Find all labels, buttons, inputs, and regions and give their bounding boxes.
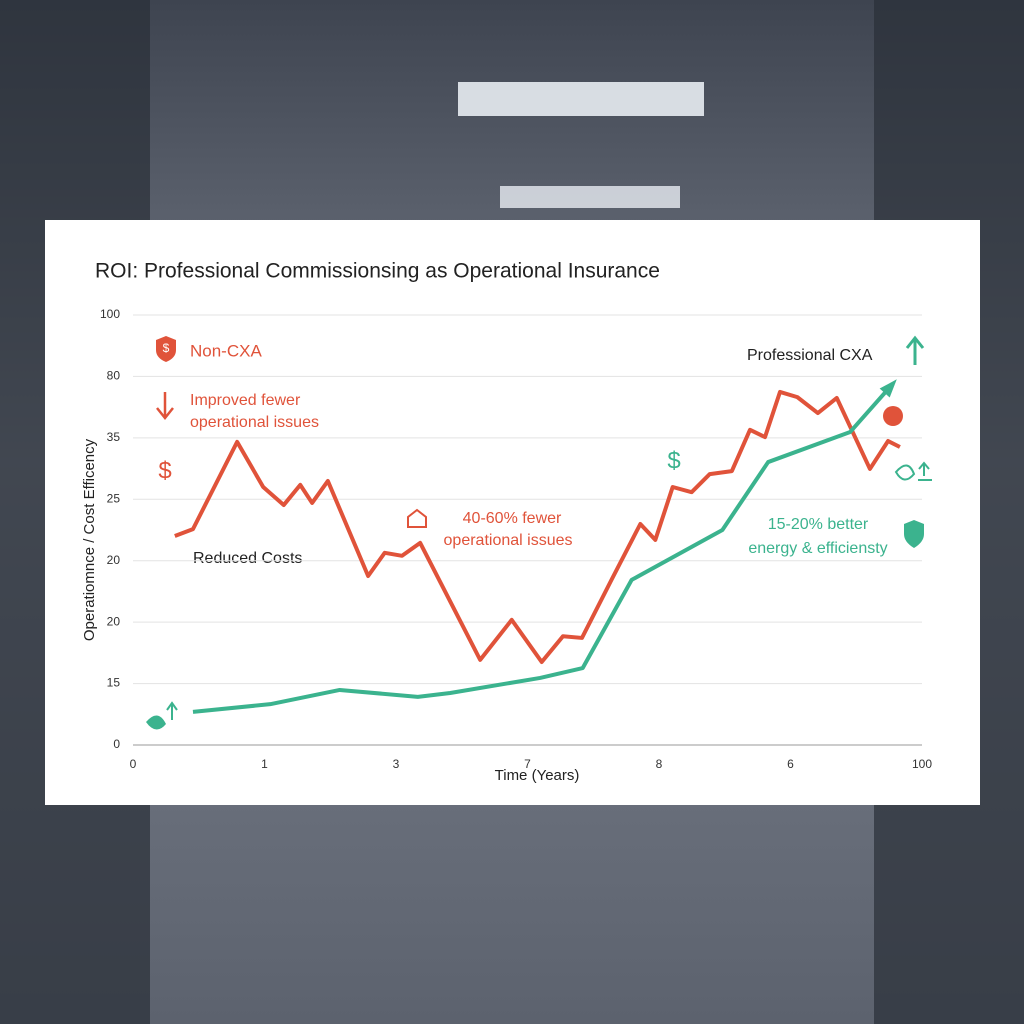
x-tick-label: 7 [524,757,531,771]
leaf-icon [146,715,166,730]
annotation: operational issues [444,532,573,549]
down-arrow-icon [156,392,174,421]
shield-icon [156,336,176,362]
annotation: $ [158,457,171,484]
x-axis-label: Time (Years) [495,767,580,784]
y-tick-label: 20 [107,553,121,567]
annotation: 40-60% fewer [463,510,562,527]
x-tick-label: 0 [130,757,137,771]
x-tick-label: 100 [912,757,932,771]
legend-label: Professional CXA [747,347,873,364]
annotation: operational issues [190,414,319,431]
ceiling-light [458,82,704,116]
x-tick-label: 3 [393,757,400,771]
up-arrow-icon [918,461,932,481]
series-line [192,382,895,714]
leaf-icon [894,464,916,481]
y-tick-label: 20 [107,614,121,628]
series-line [174,389,901,665]
chart-title: ROI: Professional Commissionsing as Oper… [95,260,660,283]
annotation: Reduced Costs [193,550,302,567]
shield-icon [904,520,924,548]
y-tick-label: 25 [107,491,121,505]
legend-non-cxa: $ Non-CXA [156,336,262,362]
up-arrow-icon [166,701,178,720]
alert-icon [883,406,903,426]
y-tick-label: 15 [107,676,121,690]
x-tick-label: 6 [787,757,794,771]
plot-area: 0 15 20 20 25 35 80 100 0 1 3 7 8 6 100 [100,307,932,771]
annotation: Improved fewer [190,392,301,409]
ceiling-light [500,186,680,208]
y-tick-label: 100 [100,307,120,321]
legend-cxa: Professional CXA [747,335,925,365]
annotation: energy & efficiensty [748,540,887,557]
annotation: 15-20% better [768,516,869,533]
icon-glyph: $ [163,341,170,355]
y-tick-label: 0 [113,737,120,751]
x-tick-label: 8 [656,757,663,771]
x-tick-label: 1 [261,757,268,771]
y-tick-label: 80 [107,369,121,383]
annotation: $ [667,447,680,474]
up-arrow-icon [905,335,925,365]
house-icon [407,508,427,528]
arrowhead [879,379,897,398]
legend-label: Non-CXA [190,341,262,360]
y-tick-label: 35 [107,430,121,444]
y-axis-label: Operatiomnce / Cost Efficency [81,438,98,641]
